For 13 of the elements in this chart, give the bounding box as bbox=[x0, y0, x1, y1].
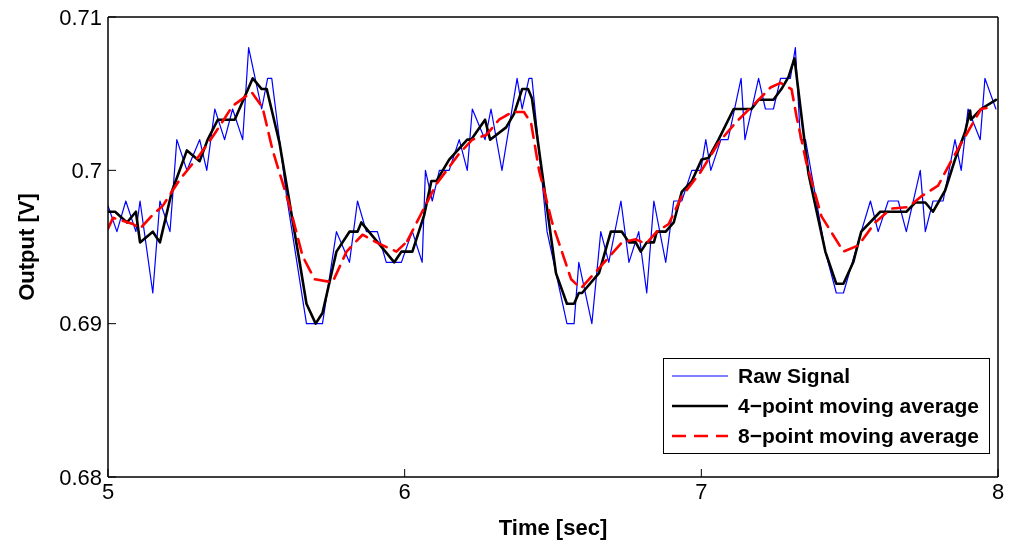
x-tick-label: 5 bbox=[101, 478, 115, 504]
x-tick-label: 6 bbox=[398, 478, 411, 504]
y-tick-label: 0.7 bbox=[71, 158, 102, 184]
y-tick-label: 0.71 bbox=[59, 4, 102, 30]
legend-label: Raw Signal bbox=[738, 364, 851, 388]
x-tick-label: 8 bbox=[991, 478, 1005, 504]
y-tick-label: 0.68 bbox=[59, 464, 102, 490]
y-axis-title: Output [V] bbox=[13, 193, 39, 301]
legend-label: 8−point moving average bbox=[738, 424, 979, 448]
y-tick-label: 0.69 bbox=[59, 311, 102, 337]
x-axis-title: Time [sec] bbox=[498, 515, 608, 540]
x-tick-label: 7 bbox=[695, 478, 708, 504]
legend-label: 4−point moving average bbox=[738, 394, 979, 418]
